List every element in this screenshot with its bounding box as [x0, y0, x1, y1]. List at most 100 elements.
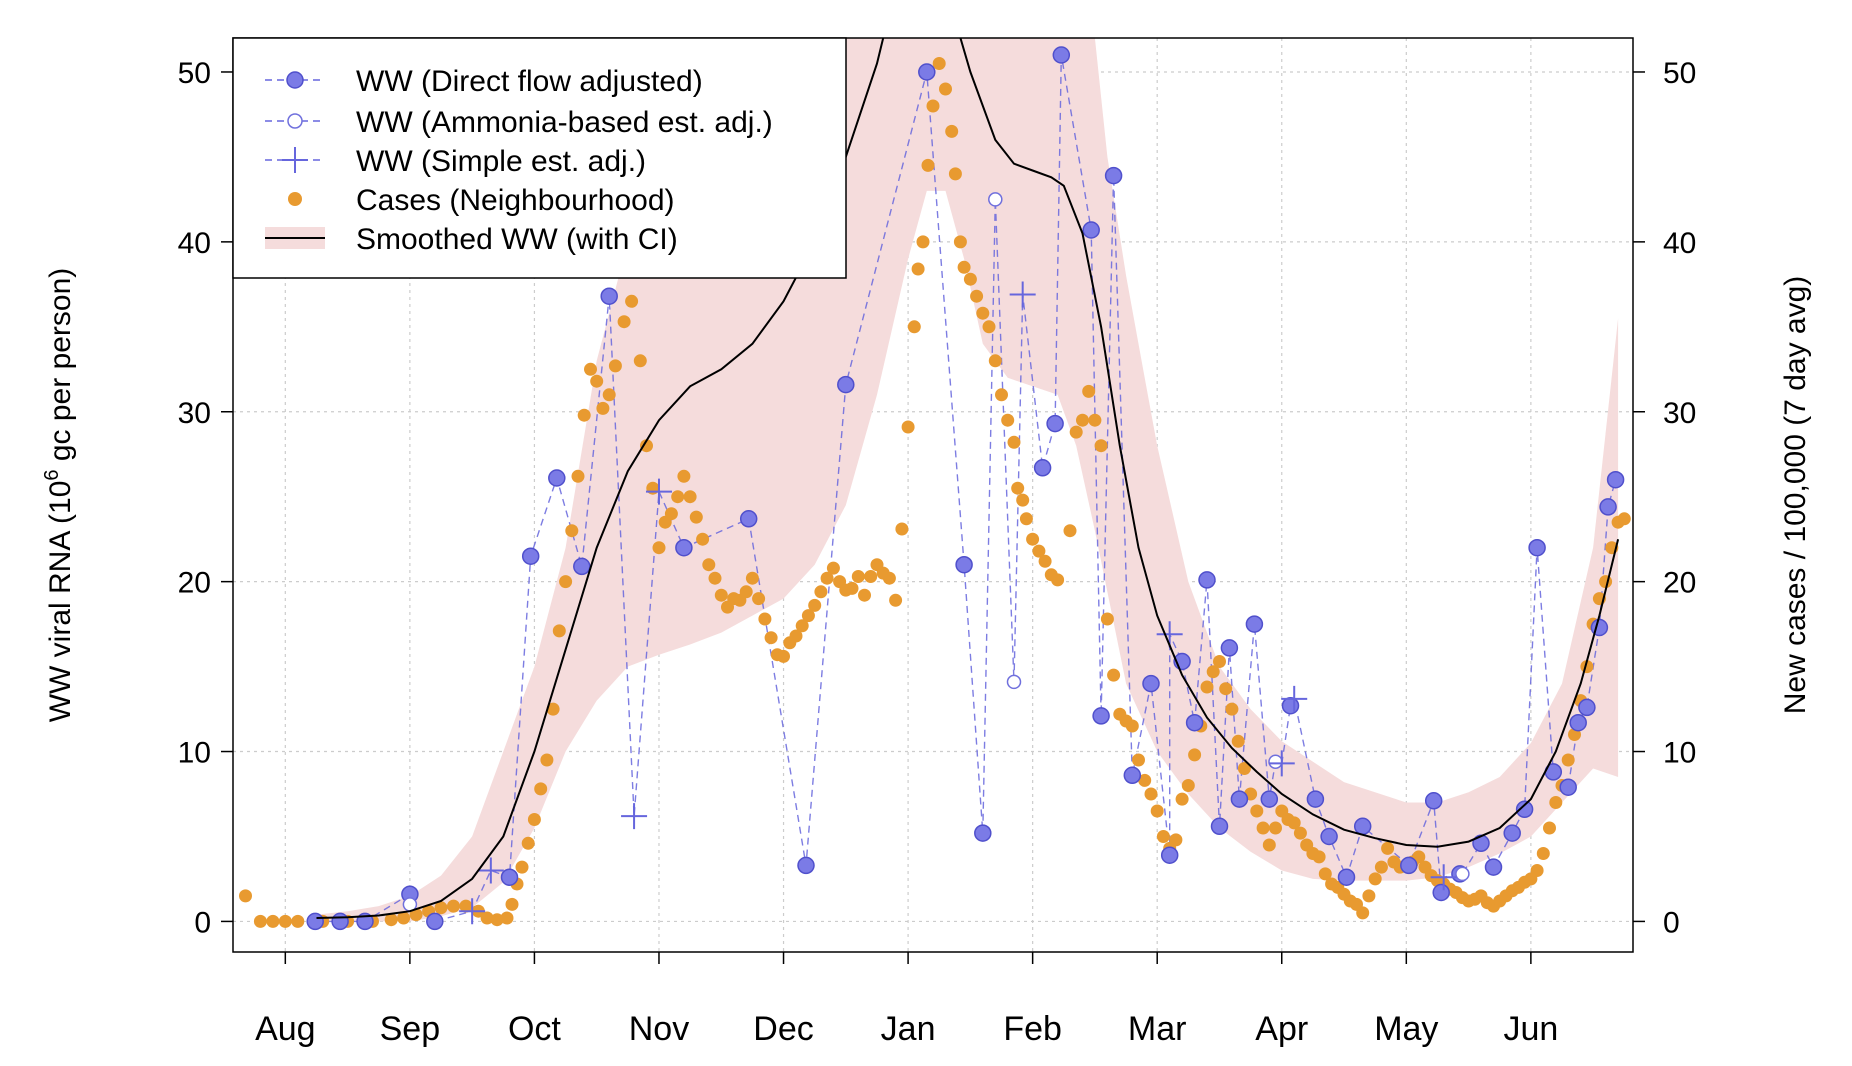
- ww-direct-point: [1424, 792, 1443, 810]
- ww-direct-point: [1281, 696, 1300, 715]
- cases-point: [617, 315, 631, 329]
- cases-point: [1549, 796, 1563, 809]
- ww-direct-point: [1210, 817, 1229, 836]
- cases-point: [1237, 762, 1251, 775]
- cases-point: [1001, 413, 1015, 427]
- legend-item-ww-simple: WW (Simple est. adj.): [265, 145, 646, 178]
- y-right-tick-label-0: 0: [1663, 906, 1680, 939]
- ww-direct-point: [600, 287, 618, 305]
- cases-point: [1007, 435, 1021, 449]
- cases-point: [515, 860, 529, 874]
- cases-point: [708, 571, 722, 585]
- ww-simple-point: [1268, 750, 1295, 777]
- y-left-tick-label-10: 10: [178, 737, 211, 770]
- cases-point: [521, 836, 535, 850]
- cases-point: [882, 571, 896, 585]
- cases-point: [409, 908, 423, 922]
- legend-label-smoothed: Smoothed WW (with CI): [356, 223, 678, 256]
- cases-point: [500, 911, 514, 925]
- cases-point: [808, 598, 822, 612]
- cases-point: [689, 510, 703, 524]
- cases-point: [683, 490, 697, 504]
- cases-point: [814, 585, 828, 599]
- ww-ammonia-point: [988, 192, 1003, 207]
- cases-point: [845, 581, 859, 595]
- ww-simple-point: [477, 857, 504, 884]
- cases-point: [907, 320, 921, 334]
- legend: WW (Direct flow adjusted) WW (Ammonia-ba…: [232, 37, 847, 279]
- cases-point: [559, 575, 573, 589]
- cases-point: [1026, 532, 1040, 546]
- cases-point: [1011, 481, 1025, 495]
- ww-direct-point: [1599, 498, 1617, 516]
- y-right-tick-label-20: 20: [1663, 567, 1696, 600]
- ww-direct-point: [1198, 571, 1216, 589]
- cases-point: [864, 570, 878, 583]
- cases-point: [1169, 833, 1183, 847]
- cases-point: [889, 593, 903, 607]
- cases-point: [397, 911, 411, 925]
- cases-point: [253, 914, 267, 928]
- cases-point: [1063, 524, 1077, 538]
- cases-point: [677, 469, 691, 483]
- cases-point: [1381, 841, 1395, 855]
- cases-point: [1125, 719, 1139, 733]
- cases-point: [963, 272, 977, 286]
- cases-point: [1094, 439, 1108, 453]
- y-left-tick-label-50: 50: [178, 57, 211, 90]
- y-left-tick-label-0: 0: [194, 906, 211, 939]
- cases-point: [480, 911, 494, 925]
- cases-point: [434, 901, 448, 915]
- cases-point: [932, 57, 946, 70]
- cases-point: [546, 702, 560, 716]
- ww-direct-point: [548, 469, 566, 487]
- cases-point: [970, 289, 984, 303]
- ww-direct-point: [1142, 674, 1160, 693]
- ww-direct-point: [1606, 470, 1625, 489]
- ww-direct-point: [1306, 790, 1325, 808]
- y-axis-left-label-sup: 6: [41, 469, 63, 480]
- cases-point: [602, 388, 616, 402]
- cases-point: [1132, 753, 1145, 767]
- cases-point: [976, 306, 990, 320]
- cases-point: [858, 588, 871, 602]
- cases-point: [777, 649, 790, 663]
- cases-point: [702, 558, 716, 572]
- ww-direct-point: [675, 538, 693, 557]
- cases-point: [851, 570, 865, 583]
- ww-direct-point: [1123, 766, 1142, 785]
- cases-point: [239, 889, 252, 903]
- cases-point: [795, 619, 809, 633]
- cases-point: [1250, 804, 1264, 818]
- cases-point: [1144, 787, 1158, 801]
- cases-point: [911, 262, 925, 276]
- ww-direct-point: [918, 63, 936, 81]
- ww-direct-point: [1033, 459, 1052, 477]
- y-axis-left-label-main: WW viral RNA (10: [44, 481, 77, 723]
- cases-point: [926, 99, 940, 113]
- x-tick-label-apr: Apr: [1255, 1010, 1308, 1048]
- y-right-tick-label-30: 30: [1663, 397, 1696, 430]
- ww-direct-point: [837, 375, 855, 394]
- ww-direct-point: [500, 868, 519, 886]
- cases-point: [895, 522, 909, 536]
- cases-point: [957, 260, 971, 274]
- smoothed-ww-line: [316, 38, 1620, 919]
- ww-direct-point: [521, 547, 540, 565]
- cases-series: [239, 57, 1631, 928]
- ww-simple-point: [1281, 685, 1308, 712]
- legend-marker-ww-ammonia: [287, 113, 303, 129]
- legend-box: [232, 37, 847, 279]
- legend-marker-ww-direct: [286, 71, 304, 89]
- y-axis-left-label-rest: gc per person): [44, 268, 77, 470]
- cases-point: [826, 561, 840, 575]
- ww-direct-point: [1082, 221, 1100, 239]
- cases-point: [596, 401, 610, 415]
- cases-point: [625, 294, 639, 308]
- x-tick-label-aug: Aug: [255, 1010, 316, 1048]
- cases-point: [527, 813, 541, 826]
- cases-point: [1362, 889, 1376, 903]
- cases-point: [646, 481, 660, 495]
- ww-direct-point: [1515, 800, 1534, 819]
- cases-point: [1016, 493, 1030, 507]
